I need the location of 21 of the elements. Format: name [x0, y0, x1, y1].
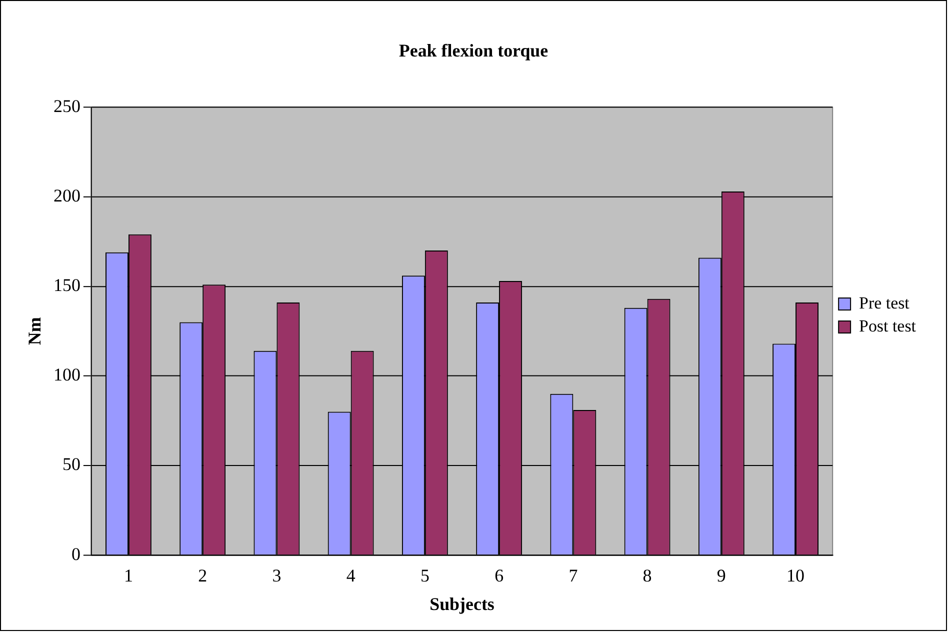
x-tick-label: 6 — [494, 565, 504, 586]
x-tick-label: 4 — [346, 565, 356, 586]
x-tick-label: 10 — [786, 565, 805, 586]
y-tick-label: 200 — [54, 186, 80, 206]
x-tick-label: 8 — [642, 565, 652, 586]
y-tick-label: 0 — [71, 544, 80, 564]
y-tick-label: 250 — [54, 96, 80, 116]
chart-title: Peak flexion torque — [398, 40, 548, 60]
legend-label: Post test — [859, 316, 916, 336]
x-tick-label: 3 — [272, 565, 282, 586]
y-tick-label: 100 — [54, 364, 80, 385]
x-tick-label: 9 — [716, 565, 726, 586]
y-tick-label: 150 — [54, 275, 80, 296]
legend-label: Pre test — [859, 294, 910, 312]
y-tick-label: 50 — [62, 454, 80, 474]
x-axis-title: Subjects — [430, 594, 494, 614]
x-tick-label: 7 — [568, 565, 578, 586]
x-tick-label: 5 — [420, 565, 430, 586]
x-tick-label: 1 — [124, 565, 133, 586]
y-axis-title: Nm — [24, 317, 44, 346]
x-tick-label: 2 — [198, 565, 208, 586]
